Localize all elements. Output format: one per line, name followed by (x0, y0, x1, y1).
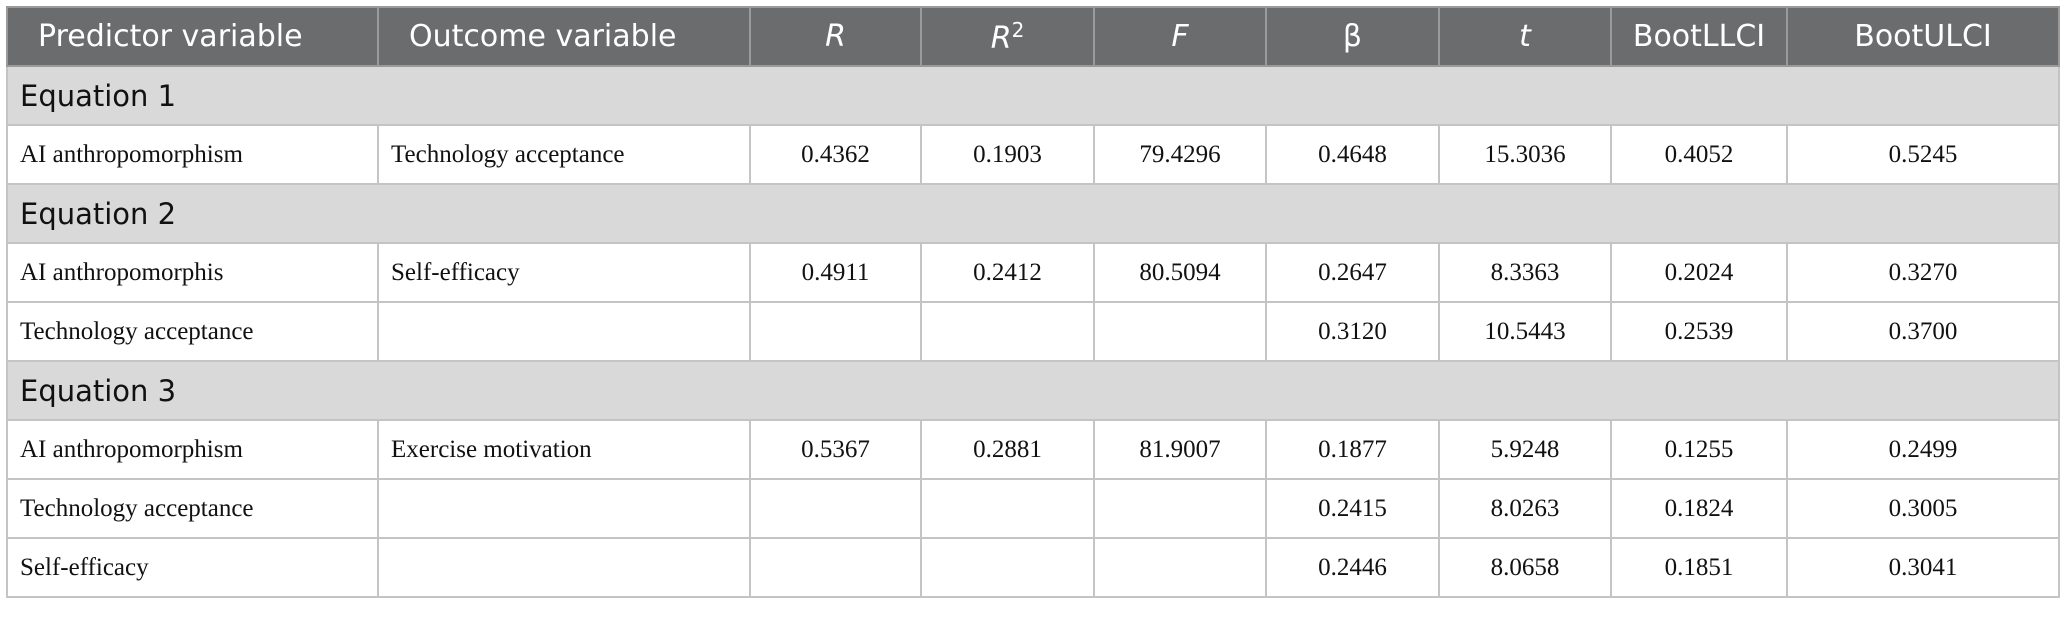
header-text: R (825, 19, 846, 54)
empty-cell (920, 478, 1095, 539)
table-cell: 0.4362 (749, 124, 922, 185)
table-cell: Exercise motivation (377, 419, 751, 480)
table-cell: 0.5245 (1786, 124, 2060, 185)
empty-cell (1093, 301, 1267, 362)
column-header: Predictor variable (6, 6, 379, 67)
table-cell: 0.4911 (749, 242, 922, 303)
data-row: AI anthropomorphism Exercise motivation 0.… (6, 419, 2060, 480)
header-superscript: 2 (1011, 17, 1025, 42)
table-cell: 0.1851 (1610, 537, 1788, 598)
header-text: Outcome variable (409, 19, 677, 54)
table-cell: 0.2647 (1265, 242, 1440, 303)
column-header: Outcome variable (377, 6, 751, 67)
section-row: Equation 2 (6, 183, 2060, 244)
table-cell: AI anthropomorphism (6, 124, 379, 185)
empty-cell (377, 478, 751, 539)
empty-cell (1093, 478, 1267, 539)
data-row: Technology acceptance 0.2415 8.0263 0.1824 0… (6, 478, 2060, 539)
header-text: BootLLCI (1632, 19, 1766, 54)
table-cell: Technology acceptance (6, 478, 379, 539)
table-body: Equation 1 AI anthropomorphism Technology … (6, 65, 2060, 598)
column-header: R2 (920, 6, 1095, 67)
empty-cell (749, 301, 922, 362)
header-text: Predictor variable (38, 19, 303, 54)
table-cell: 0.2539 (1610, 301, 1788, 362)
table-cell: 8.3363 (1438, 242, 1612, 303)
table-cell: 81.9007 (1093, 419, 1267, 480)
column-header: β (1265, 6, 1440, 67)
empty-cell (1093, 537, 1267, 598)
table-cell: 0.3270 (1786, 242, 2060, 303)
column-header: t (1438, 6, 1612, 67)
table-cell: 0.2412 (920, 242, 1095, 303)
section-title: Equation 1 (6, 65, 2060, 126)
column-header: BootLLCI (1610, 6, 1788, 67)
data-row: Self-efficacy 0.2446 8.0658 0.1851 0.3041 (6, 537, 2060, 598)
table-cell: 0.1824 (1610, 478, 1788, 539)
table-cell: 15.3036 (1438, 124, 1612, 185)
table-cell: 0.2415 (1265, 478, 1440, 539)
table-cell: AI anthropomorphis (6, 242, 379, 303)
table-cell: 0.1903 (920, 124, 1095, 185)
table-cell: 0.2881 (920, 419, 1095, 480)
table-cell: 79.4296 (1093, 124, 1267, 185)
header-text: BootULCI (1854, 19, 1992, 54)
data-row: AI anthropomorphism Technology acceptance… (6, 124, 2060, 185)
table-cell: 80.5094 (1093, 242, 1267, 303)
empty-cell (749, 537, 922, 598)
table-cell: Self-efficacy (377, 242, 751, 303)
table-cell: 0.3005 (1786, 478, 2060, 539)
section-title: Equation 2 (6, 183, 2060, 244)
table-cell: 8.0263 (1438, 478, 1612, 539)
header-text: t (1519, 19, 1531, 54)
table-cell: 8.0658 (1438, 537, 1612, 598)
table-cell: 0.5367 (749, 419, 922, 480)
table-cell: 0.3041 (1786, 537, 2060, 598)
table-cell: 5.9248 (1438, 419, 1612, 480)
data-row: AI anthropomorphis Self-efficacy 0.4911 0.2… (6, 242, 2060, 303)
table-cell: 0.4052 (1610, 124, 1788, 185)
empty-cell (377, 537, 751, 598)
header-text: R (990, 20, 1012, 56)
table-cell: 0.4648 (1265, 124, 1440, 185)
header-text: F (1171, 19, 1189, 54)
section-row: Equation 1 (6, 65, 2060, 126)
header-text: β (1342, 19, 1363, 54)
data-row: Technology acceptance 0.3120 10.5443 0.2539… (6, 301, 2060, 362)
table-cell: 0.1255 (1610, 419, 1788, 480)
section-title: Equation 3 (6, 360, 2060, 421)
empty-cell (920, 301, 1095, 362)
table-cell: 0.3700 (1786, 301, 2060, 362)
empty-cell (920, 537, 1095, 598)
table-cell: 0.3120 (1265, 301, 1440, 362)
column-header: R (749, 6, 922, 67)
table-cell: Technology acceptance (377, 124, 751, 185)
table-cell: Technology acceptance (6, 301, 379, 362)
table-cell: AI anthropomorphism (6, 419, 379, 480)
empty-cell (377, 301, 751, 362)
column-header: BootULCI (1786, 6, 2060, 67)
table-cell: 0.2446 (1265, 537, 1440, 598)
table-cell: 0.2024 (1610, 242, 1788, 303)
empty-cell (749, 478, 922, 539)
column-header: F (1093, 6, 1267, 67)
table-cell: 10.5443 (1438, 301, 1612, 362)
table-cell: Self-efficacy (6, 537, 379, 598)
table-cell: 0.1877 (1265, 419, 1440, 480)
table-cell: 0.2499 (1786, 419, 2060, 480)
section-row: Equation 3 (6, 360, 2060, 421)
